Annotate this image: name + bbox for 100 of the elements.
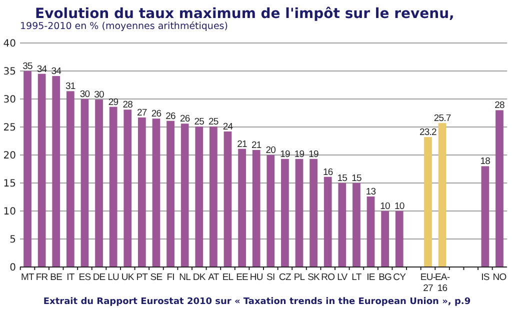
data-label: 10 bbox=[380, 201, 390, 212]
x-tick-label: IE bbox=[366, 272, 375, 283]
bar bbox=[224, 131, 232, 267]
bar bbox=[252, 150, 260, 267]
data-label: 15 bbox=[352, 173, 362, 184]
bar bbox=[109, 106, 118, 267]
x-tick-label: IS bbox=[481, 272, 490, 283]
bar bbox=[324, 176, 332, 267]
y-tick-label: 30 bbox=[3, 94, 16, 106]
bar bbox=[152, 118, 160, 267]
x-tick-label: DK bbox=[192, 272, 206, 283]
bar bbox=[266, 155, 275, 267]
x-tick-label: UK bbox=[121, 272, 135, 283]
bar bbox=[195, 126, 204, 267]
data-label: 18 bbox=[480, 156, 490, 168]
y-tick-label: 15 bbox=[3, 178, 16, 190]
y-tick-label: 10 bbox=[3, 206, 16, 218]
bar bbox=[338, 183, 346, 267]
x-tick-label: IT bbox=[66, 272, 75, 283]
bar bbox=[95, 100, 103, 267]
x-tick-label: SK bbox=[308, 272, 321, 283]
data-label: 34 bbox=[51, 66, 62, 78]
x-tick-label: PT bbox=[136, 272, 148, 283]
chart-title: Evolution du taux maximum de l'impôt sur le revenu, bbox=[35, 6, 454, 22]
x-tick-label: PL bbox=[294, 272, 305, 283]
x-tick-label: HU bbox=[250, 272, 264, 283]
bar bbox=[381, 211, 390, 267]
bar bbox=[295, 158, 304, 267]
x-tick-label: LU bbox=[108, 272, 120, 283]
data-label: 19 bbox=[294, 148, 304, 160]
bar bbox=[310, 158, 318, 267]
bar bbox=[238, 148, 246, 267]
bar bbox=[281, 158, 289, 267]
x-tick-label: SE bbox=[150, 272, 162, 283]
data-label: 20 bbox=[266, 145, 276, 156]
x-tick-label: BE bbox=[50, 272, 62, 283]
bar bbox=[24, 71, 32, 267]
bar bbox=[38, 74, 46, 267]
data-label: 30 bbox=[94, 90, 104, 101]
data-label: 10 bbox=[394, 201, 404, 212]
data-label: 34 bbox=[36, 64, 47, 75]
bar bbox=[180, 124, 189, 267]
x-tick-label: ES bbox=[78, 272, 91, 283]
data-label: 28 bbox=[494, 100, 504, 112]
data-label: 30 bbox=[80, 89, 90, 100]
x-tick-label: AT bbox=[208, 272, 220, 283]
bar bbox=[124, 110, 132, 267]
data-label: 25 bbox=[194, 116, 204, 128]
text: Extrait du Rapport Eurostat 2010 sur « Taxation trends in the European Union », p.9 bbox=[43, 297, 471, 307]
y-tick-label: 0 bbox=[10, 262, 16, 274]
bar bbox=[438, 123, 446, 267]
bar bbox=[52, 76, 60, 267]
bar bbox=[352, 183, 360, 267]
x-tick-label: FI bbox=[166, 272, 174, 283]
data-label: 16 bbox=[322, 166, 333, 178]
bar bbox=[66, 91, 74, 267]
x-tick-label: CZ bbox=[279, 272, 292, 283]
data-label: 21 bbox=[251, 140, 262, 151]
bar bbox=[210, 126, 218, 267]
data-label: 26 bbox=[166, 110, 176, 122]
x-tick-label: FR bbox=[36, 272, 48, 283]
y-tick-label: 40 bbox=[3, 38, 16, 50]
data-label: 19 bbox=[280, 148, 290, 160]
data-label: 15 bbox=[337, 173, 348, 184]
chart-subtitle: 1995-2010 en % (moyennes arithmétiques) bbox=[20, 21, 228, 32]
data-label: 13 bbox=[366, 186, 376, 198]
x-tick-label: EU-27 bbox=[420, 272, 436, 294]
data-label: 31 bbox=[66, 81, 76, 92]
x-tick-label: EE bbox=[236, 272, 248, 283]
bar bbox=[166, 120, 174, 267]
bar bbox=[496, 110, 504, 267]
bar bbox=[395, 211, 404, 267]
bar bbox=[138, 117, 146, 267]
data-label: 23.2 bbox=[420, 127, 437, 138]
y-tick-label: 25 bbox=[3, 122, 16, 134]
data-label: 25 bbox=[208, 116, 218, 128]
x-tick-label: LV bbox=[337, 272, 348, 283]
x-tick-label: MT bbox=[21, 272, 35, 283]
x-tick-label: SI bbox=[266, 272, 275, 283]
data-label: 19 bbox=[308, 148, 319, 160]
x-tick-label: NL bbox=[179, 272, 191, 283]
y-tick-label: 35 bbox=[3, 66, 16, 78]
bar bbox=[366, 196, 375, 267]
data-label: 21 bbox=[237, 138, 248, 150]
x-tick-label: NO bbox=[492, 272, 506, 283]
data-label: 24 bbox=[222, 121, 233, 132]
data-label: 26 bbox=[180, 114, 190, 125]
x-tick-label: LT bbox=[352, 272, 362, 283]
x-tick-label: BG bbox=[378, 272, 392, 283]
x-tick-label: EL bbox=[222, 272, 234, 283]
data-label: 28 bbox=[122, 100, 133, 111]
bar bbox=[424, 137, 432, 267]
bar bbox=[481, 166, 490, 267]
data-label: 29 bbox=[108, 96, 118, 108]
data-label: 27 bbox=[137, 107, 147, 118]
y-tick-label: 5 bbox=[10, 234, 16, 246]
x-tick-label: CY bbox=[393, 272, 407, 283]
data-label: 25.7 bbox=[434, 113, 451, 124]
x-tick-label: RO bbox=[321, 272, 335, 283]
x-tick-label: DE bbox=[92, 272, 106, 283]
